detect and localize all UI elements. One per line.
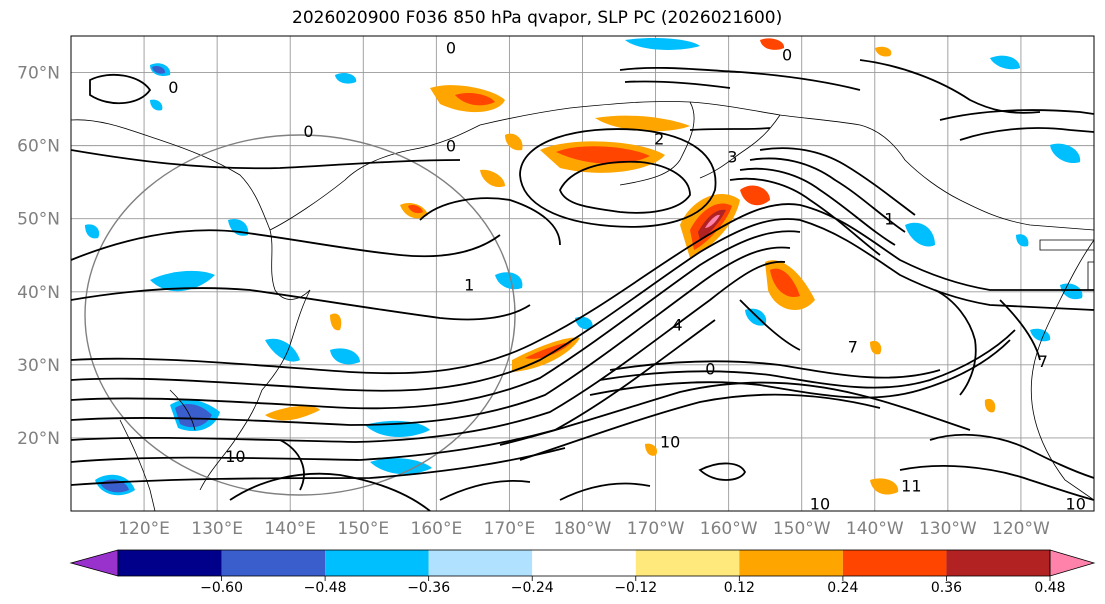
contour-label: 10 xyxy=(810,495,830,514)
latitude-label: 70°N xyxy=(17,64,60,84)
colorbar-tick-label: 0.48 xyxy=(1034,580,1065,596)
longitude-label: 170°E xyxy=(484,519,536,539)
contour-label: 7 xyxy=(848,338,858,357)
slp-contours xyxy=(71,59,1094,511)
colorbar-segment xyxy=(325,550,429,576)
latitude-label: 30°N xyxy=(17,356,60,376)
contour-label: 10 xyxy=(225,447,245,466)
plot-title: 2026020900 F036 850 hPa qvapor, SLP PC (… xyxy=(292,8,783,28)
contour-label: 0 xyxy=(168,78,178,97)
colorbar-tick-label: −0.24 xyxy=(511,580,554,596)
colorbar-tick-label: 0.12 xyxy=(724,580,755,596)
longitude-label: 130°W xyxy=(919,519,977,539)
longitude-label: 120°W xyxy=(992,519,1050,539)
colorbar-tick-label: 0.24 xyxy=(827,580,858,596)
longitude-label: 120°E xyxy=(118,519,170,539)
contour-labels: 0000023117101011111010245674140 xyxy=(168,39,1086,514)
contour-label: 10 xyxy=(1066,495,1086,514)
latitude-labels: 70°N 60°N 50°N 40°N 30°N 20°N xyxy=(17,64,60,449)
range-circle xyxy=(84,134,516,496)
latitude-label: 40°N xyxy=(17,283,60,303)
longitude-label: 160°E xyxy=(411,519,463,539)
latitude-label: 60°N xyxy=(17,137,60,157)
colorbar-tick-label: −0.60 xyxy=(200,580,243,596)
latitude-label: 50°N xyxy=(17,210,60,230)
colorbar-segment xyxy=(428,550,533,576)
colorbar-segment xyxy=(118,550,222,576)
map-panel: 0000023117101011111010245674140 xyxy=(70,35,1095,514)
longitude-label: 160°W xyxy=(700,519,758,539)
colorbar-extend-max xyxy=(1049,549,1096,577)
longitude-label: 140°E xyxy=(264,519,316,539)
colorbar-frame xyxy=(117,549,1051,577)
contour-label: 1 xyxy=(884,210,894,229)
colorbar-segment xyxy=(532,550,636,576)
longitude-label: 150°W xyxy=(773,519,831,539)
contour-label: 0 xyxy=(446,137,456,156)
colorbar-segment xyxy=(635,550,740,576)
longitude-label: 180°W xyxy=(554,519,612,539)
contour-label: 0 xyxy=(705,360,715,379)
contour-label: 0 xyxy=(303,122,313,141)
contour-label: 7 xyxy=(1038,352,1048,371)
longitude-label: 140°W xyxy=(846,519,904,539)
colorbar-segment xyxy=(946,550,1050,576)
colorbar-tick-label: 0.36 xyxy=(931,580,962,596)
contour-label: 0 xyxy=(446,39,456,58)
latitude-label: 20°N xyxy=(17,429,60,449)
coastlines xyxy=(71,101,1094,511)
map-frame xyxy=(70,35,1095,512)
longitude-label: 130°E xyxy=(191,519,243,539)
colorbar-tick-label: −0.36 xyxy=(407,580,450,596)
colorbar-tick-label: −0.48 xyxy=(304,580,347,596)
contour-label: 10 xyxy=(660,433,680,452)
contour-label: 1 xyxy=(464,275,474,294)
colorbar-segment xyxy=(842,550,947,576)
colorbar-extend-min xyxy=(69,549,119,577)
contour-label: 4 xyxy=(672,316,682,335)
contour-label: 11 xyxy=(901,476,921,495)
colorbar-tick-label: −0.12 xyxy=(614,580,657,596)
contour-label: 0 xyxy=(782,45,792,64)
longitude-label: 150°E xyxy=(337,519,389,539)
contour-label: 2 xyxy=(654,129,664,148)
longitude-labels: 120°E 130°E 140°E 150°E 160°E 170°E 180°W 170°W… xyxy=(118,519,1050,539)
colorbar-segment xyxy=(221,550,326,576)
colorbar: −0.60 −0.48 −0.36 −0.24 −0.12 0.12 0.24 0.36 0.4… xyxy=(69,549,1096,596)
longitude-label: 170°W xyxy=(627,519,685,539)
contour-label: 3 xyxy=(727,148,737,167)
colorbar-segment xyxy=(739,550,843,576)
